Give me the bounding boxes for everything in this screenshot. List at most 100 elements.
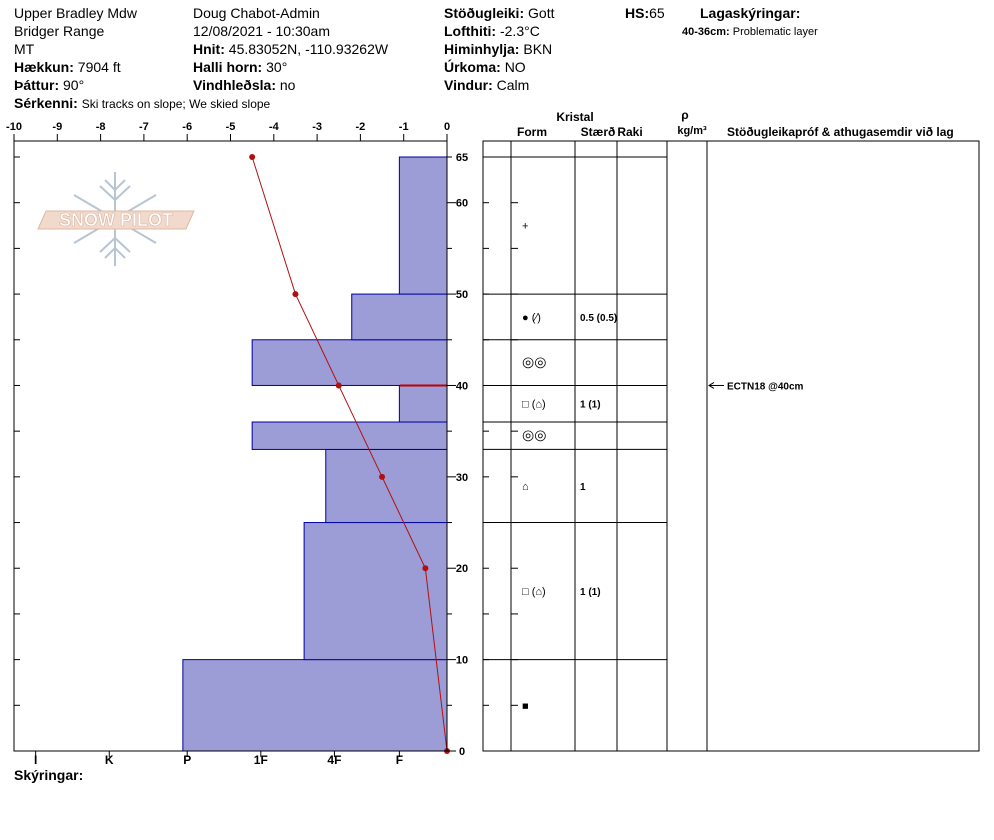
density-symbol: ρ	[681, 108, 688, 122]
hardness-bar	[251, 421, 448, 450]
temperature-tick-label: -1	[399, 121, 409, 133]
snow-height-value: 65	[649, 5, 665, 21]
layer-note: 40-36cm: Problematic layer	[682, 23, 818, 41]
hardness-tick-label: 4F	[327, 753, 341, 767]
crystal-form: □ (⌂)	[522, 586, 546, 598]
hardness-bars	[182, 156, 448, 752]
temperature-tick-label: -3	[312, 121, 322, 133]
temperature-point	[249, 154, 256, 160]
height-tick-label: 30	[456, 472, 468, 484]
wind-loading-value: no	[279, 77, 296, 93]
temperature-point	[292, 291, 299, 298]
height-tick-label: 0	[459, 746, 465, 758]
density-unit: kg/m³	[677, 125, 707, 137]
elevation: Hækkun: 7904 ft	[14, 58, 121, 76]
hardness-tick-label: P	[183, 753, 191, 767]
elevation-label: Hækkun:	[14, 59, 74, 75]
table-layer-lines	[483, 156, 667, 752]
hardness-bar	[351, 293, 448, 341]
temperature-axis: -10 -9 -8 -7 -6 -5 -4 -3 -2 -1 0	[6, 121, 450, 141]
crystal-size: 1 (1)	[580, 587, 601, 598]
height-tick-label: 40	[456, 380, 468, 392]
form-header: Form	[517, 125, 547, 139]
coordinates-value: 45.83052N, -110.93262W	[228, 41, 389, 57]
air-temperature-value: -2.3°C	[499, 23, 540, 39]
features-value: Ski tracks on slope; We skied slope	[81, 97, 271, 111]
temperature-point	[335, 382, 342, 389]
coordinates: Hnit: 45.83052N, -110.93262W	[193, 40, 388, 58]
hardness-tick-label: K	[105, 753, 114, 767]
temperature-tick-label: -5	[226, 121, 236, 133]
crystal-form: □ (⌂)	[522, 399, 546, 411]
stability-value: Gott	[528, 5, 555, 21]
hardness-tick-label: I	[34, 753, 37, 767]
crystal-form: ● (⁄)	[522, 312, 541, 324]
layer-notes-title: Lagaskýringar:	[700, 5, 801, 21]
tests-comments-header: Stöðugleikapróf & athugasemdir við lag	[727, 125, 954, 139]
features: Sérkenni: Ski tracks on slope; We skied …	[14, 94, 270, 113]
hardness-bar	[398, 156, 448, 295]
hardness-tick-label: 1F	[254, 753, 268, 767]
sky-cover-value: BKN	[523, 41, 553, 57]
wind-value: Calm	[496, 77, 530, 93]
crystal-form: ⌂	[522, 481, 529, 493]
precipitation-label: Úrkoma:	[444, 59, 501, 75]
hardness-bar	[182, 659, 448, 752]
temperature-line	[251, 156, 448, 752]
hardness-tick-label: F	[396, 753, 403, 767]
height-tick-label: 10	[456, 655, 468, 667]
crystal-form: ◎◎	[522, 427, 546, 443]
aspect-label: Þáttur:	[14, 77, 60, 93]
observation-datetime: 12/08/2021 - 10:30am	[193, 23, 330, 39]
logo-text: SNOW PILOT	[59, 210, 173, 230]
slope-angle: Halli horn: 30°	[193, 58, 287, 76]
crystal-size: 1 (1)	[580, 400, 601, 411]
location-name: Upper Bradley Mdw	[14, 5, 137, 21]
mountain-range: Bridger Range	[14, 23, 105, 39]
slope-angle-label: Halli horn:	[193, 59, 263, 75]
crystal-form: ■	[522, 700, 529, 712]
hardness-bar	[251, 339, 448, 386]
hardness-bar	[398, 384, 448, 423]
temperature-tick-label: -7	[139, 121, 149, 133]
test-label: ECTN18 @40cm	[727, 381, 804, 392]
crystal-size: 0.5 (0.5)	[580, 313, 617, 324]
table-frame	[482, 140, 980, 752]
crystal-header: Kristal	[556, 110, 593, 124]
aspect-value: 90°	[63, 77, 85, 93]
aspect: Þáttur: 90°	[14, 76, 84, 94]
wind-loading: Vindhleðsla: no	[193, 76, 295, 94]
layer-note-range: 40-36cm:	[682, 26, 730, 38]
stability: Stöðugleiki: Gott	[444, 4, 554, 22]
precipitation-value: NO	[504, 59, 526, 75]
wind-loading-label: Vindhleðsla:	[193, 77, 276, 93]
hardness-axis: I K P 1F 4F F	[34, 751, 403, 767]
air-temperature-label: Lofthiti:	[444, 23, 497, 39]
crystal-table: Kristal Form Stærð Raki ρ kg/m³ Stöðugle…	[482, 108, 980, 752]
features-label: Sérkenni:	[14, 95, 78, 111]
air-temperature: Lofthiti: -2.3°C	[444, 22, 540, 40]
snow-pilot-logo: SNOW PILOT	[37, 210, 195, 230]
coordinates-label: Hnit:	[193, 41, 225, 57]
layer-note-text: Problematic layer	[732, 26, 818, 38]
observer-name: Doug Chabot-Admin	[193, 5, 320, 21]
slope-angle-value: 30°	[266, 59, 288, 75]
arrow-left-icon	[708, 382, 715, 389]
sky-cover: Himinhylja: BKN	[444, 40, 552, 58]
stability-label: Stöðugleiki:	[444, 5, 525, 21]
temperature-tick-label: -2	[356, 121, 366, 133]
height-tick-label: 50	[456, 289, 468, 301]
temperature-tick-label: -6	[182, 121, 192, 133]
elevation-value: 7904 ft	[77, 59, 121, 75]
crystal-size: 1	[580, 482, 586, 493]
temperature-tick-label: -9	[52, 121, 62, 133]
size-header: Stærð	[581, 125, 616, 139]
hardness-bar	[303, 522, 448, 661]
temperature-point	[422, 565, 429, 572]
wind-label: Vindur:	[444, 77, 493, 93]
snow-height: HS:65	[625, 4, 665, 22]
precipitation: Úrkoma: NO	[444, 58, 526, 76]
height-tick-label: 60	[456, 198, 468, 210]
crystal-form: +	[522, 221, 528, 233]
legend-label: Skýringar:	[14, 767, 84, 783]
